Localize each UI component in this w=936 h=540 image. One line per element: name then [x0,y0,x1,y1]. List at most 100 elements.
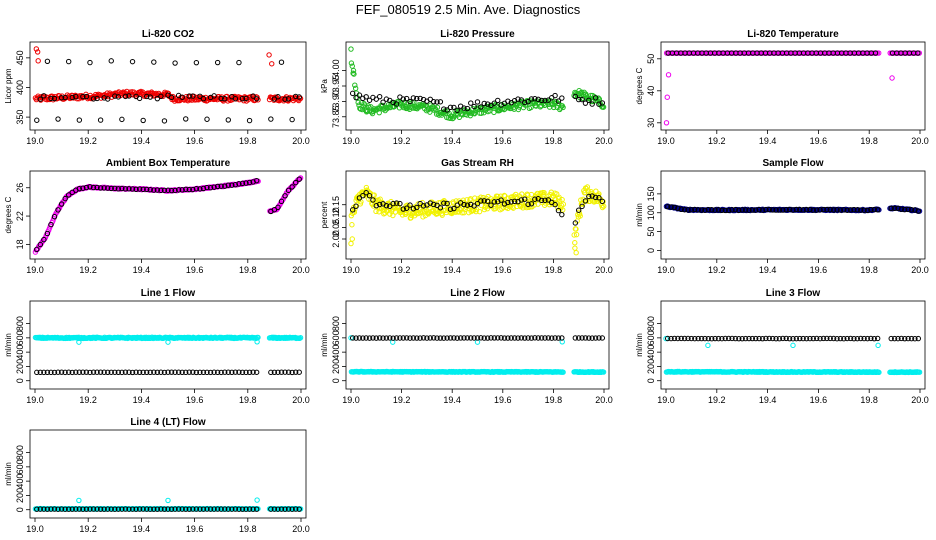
point-black [246,179,253,186]
point-black [471,103,477,110]
point-black [197,186,203,192]
y-tick-label: 30 [646,118,656,128]
point-black [373,96,379,102]
x-tick-label: 19.4 [759,136,777,146]
point-black [874,335,881,342]
point-black [268,116,274,122]
point-black [200,506,207,512]
x-tick-label: 19.8 [860,136,878,146]
point-black [417,95,423,102]
point-black [915,50,921,56]
point-black [37,369,44,376]
point-black [532,96,538,102]
point-magenta [876,50,882,56]
point-black [895,335,901,342]
point-black [858,207,864,213]
plot-frame [29,300,307,390]
point-black [387,203,393,209]
point-black [732,335,739,342]
point-black [285,187,292,194]
point-black [576,207,582,213]
point-black [94,506,100,512]
point-black [555,98,562,104]
point-black [407,335,413,341]
point-black [232,369,239,375]
point-black [681,207,688,213]
point-black [454,107,460,114]
point-black [222,506,228,512]
point-black [292,93,299,100]
point-black [739,207,745,213]
point-cyan [876,369,882,376]
point-black [675,335,681,342]
y-tick-label: 2.00 [331,230,341,248]
point-black [222,95,228,102]
point-black [552,335,558,341]
point-black [69,369,75,376]
point-black [454,335,460,341]
point-black [154,187,161,193]
point-red [297,95,304,102]
data-points [348,335,607,376]
point-cyan [560,369,566,375]
point-black [515,335,521,341]
point-black [528,335,535,341]
x-tick-label: 19.2 [79,524,97,534]
point-black [505,335,511,341]
point-black [664,204,671,210]
point-yellow [514,203,520,210]
x-tick-label: 19.4 [443,136,461,146]
point-black [69,94,75,101]
point-black [133,506,139,512]
y-tick-label: 800 [331,316,341,331]
y-tick-label: 200 [15,488,25,503]
point-yellow [417,209,424,216]
point-black [55,207,61,213]
point-black [478,198,484,204]
point-black [695,207,701,213]
point-black [126,93,132,99]
point-black [592,194,599,201]
point-red-spike [266,52,272,58]
point-black [218,506,224,512]
point-black [705,335,712,342]
point-black [383,96,390,102]
point-black [136,186,143,192]
x-tick-label: 19.2 [79,395,97,405]
point-black [545,335,552,341]
point-black [495,335,501,341]
point-green [352,85,359,92]
point-black [218,95,224,102]
point-black [481,100,487,107]
point-black [390,335,396,341]
point-cyan-spike [663,335,669,342]
point-black [800,335,806,342]
point-black [243,180,249,186]
point-green [355,99,361,106]
point-black [289,369,295,376]
point-cyan-spike [705,342,711,349]
point-black [105,96,111,102]
point-black [161,187,168,193]
x-tick-label: 19.2 [708,265,726,275]
point-black [854,207,861,213]
point-black [555,207,562,214]
point-magenta-spike [664,94,670,100]
point-black [126,186,132,192]
point-black [511,198,518,205]
point-black [501,335,508,341]
point-black [126,506,132,512]
point-black [370,197,376,203]
point-black [165,187,171,193]
point-black [803,335,810,342]
point-black [175,369,182,375]
point-black [289,184,295,190]
x-tick-label: 19.2 [393,395,411,405]
point-black [871,206,877,213]
point-black [243,95,249,102]
point-black [105,506,111,512]
point-black [97,506,104,512]
x-tick-label: 19.4 [443,395,461,405]
panel-title: Li-820 Temperature [747,29,839,40]
point-black [430,335,437,341]
